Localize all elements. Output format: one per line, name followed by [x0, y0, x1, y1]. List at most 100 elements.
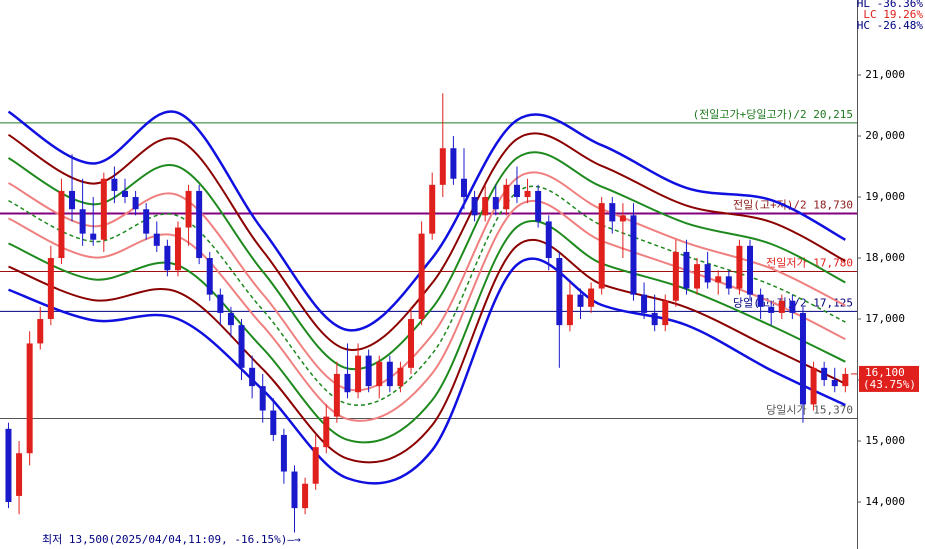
candle-body [323, 416, 330, 448]
band-line [8, 171, 846, 392]
candle-body [365, 355, 372, 387]
candle-body [747, 245, 754, 295]
y-tick-label: 21,000 [865, 68, 905, 81]
candle-body [185, 190, 192, 228]
candle-body [651, 312, 658, 326]
price-tag-change: (43.75%) [863, 378, 916, 391]
candle-body [704, 264, 711, 283]
y-tick-label: 18,000 [865, 251, 905, 264]
candle-body [376, 361, 383, 387]
level-label: 전일(고+저)/2 18,730 [733, 198, 853, 212]
candle-body [132, 197, 139, 210]
candle-body [842, 373, 849, 387]
candle-body [450, 148, 457, 179]
candle-body [312, 447, 319, 484]
candle-body [206, 258, 213, 295]
candle-body [90, 233, 97, 240]
y-tick-label: 15,000 [865, 434, 905, 447]
candle-body [302, 483, 309, 509]
candle-body [694, 264, 701, 289]
low-note: 최저 13,500(2025/04/04,11:09, -16.15%)—→ [42, 533, 301, 546]
candle-body [122, 190, 129, 198]
candle-body [513, 184, 520, 198]
candle-body [16, 453, 23, 496]
candle-body [429, 184, 436, 234]
candle-body [778, 300, 785, 313]
candle-body [725, 276, 732, 289]
candle-body [683, 251, 690, 289]
candle-body [810, 367, 817, 405]
price-tag-label: 16,100 [865, 366, 905, 379]
candle-body [588, 288, 595, 307]
candle-body [672, 251, 679, 301]
candle-body [153, 233, 160, 246]
candle-body [757, 294, 764, 307]
y-tick-label: 17,000 [865, 312, 905, 325]
candle-body [291, 471, 298, 509]
candle-body [270, 410, 277, 435]
candle-body [69, 190, 76, 210]
candle-body [535, 190, 542, 222]
candle-body [492, 197, 499, 210]
candle-body [397, 367, 404, 387]
stat-label: HC -26.48% [857, 19, 924, 32]
candle-body [79, 209, 86, 234]
candle-body [47, 258, 54, 320]
stat-label: HL -36.36% [857, 0, 924, 10]
band-line [7, 151, 846, 371]
candle-body [333, 373, 340, 417]
band-line [8, 185, 846, 406]
candle-body [598, 203, 605, 289]
candle-body [280, 434, 287, 472]
y-tick-label: 20,000 [865, 129, 905, 142]
candle-body [641, 294, 648, 313]
candle-body [630, 215, 637, 295]
candle-body [164, 245, 171, 271]
candle-body [5, 428, 12, 503]
candle-body [408, 319, 415, 368]
candle-body [831, 380, 838, 387]
candle-body [789, 300, 796, 313]
stat-label: LC 19.26% [863, 8, 923, 21]
candle-body [503, 184, 510, 210]
candle-body [524, 190, 531, 198]
candle-body [736, 245, 743, 289]
candle-body [259, 386, 266, 411]
candle-body [460, 178, 467, 198]
candle-body [609, 203, 616, 222]
candle-body [174, 227, 181, 271]
candle-body [545, 221, 552, 259]
band-line [8, 238, 846, 464]
candle-body [482, 197, 489, 216]
price-tag [859, 365, 919, 392]
band-line [8, 257, 846, 485]
candle-body [418, 233, 425, 320]
candle-body [715, 276, 722, 283]
candle-body [344, 373, 351, 393]
candle-body [386, 361, 393, 387]
candle-body [238, 325, 245, 368]
band-line [7, 110, 846, 332]
level-label: 당일시가 15,370 [766, 402, 853, 416]
level-label: (전일고가+당일고가)/2 20,215 [693, 107, 853, 121]
candle-body [577, 294, 584, 307]
candle-body [37, 319, 44, 344]
candle-body [249, 367, 256, 387]
candle-body [355, 355, 362, 393]
candle-body [662, 300, 669, 326]
candle-body [26, 343, 33, 454]
candle-body [821, 367, 828, 381]
y-tick-label: 19,000 [865, 190, 905, 203]
candle-body [227, 312, 234, 326]
candle-body [143, 209, 150, 234]
candle-body [799, 312, 806, 405]
candle-body [100, 178, 107, 240]
candle-body [471, 197, 478, 216]
candle-body [768, 306, 775, 313]
candle-body [566, 294, 573, 326]
candle-body [196, 190, 203, 259]
candle-body [439, 148, 446, 185]
candle-body [58, 190, 65, 259]
candle-body [111, 178, 118, 191]
